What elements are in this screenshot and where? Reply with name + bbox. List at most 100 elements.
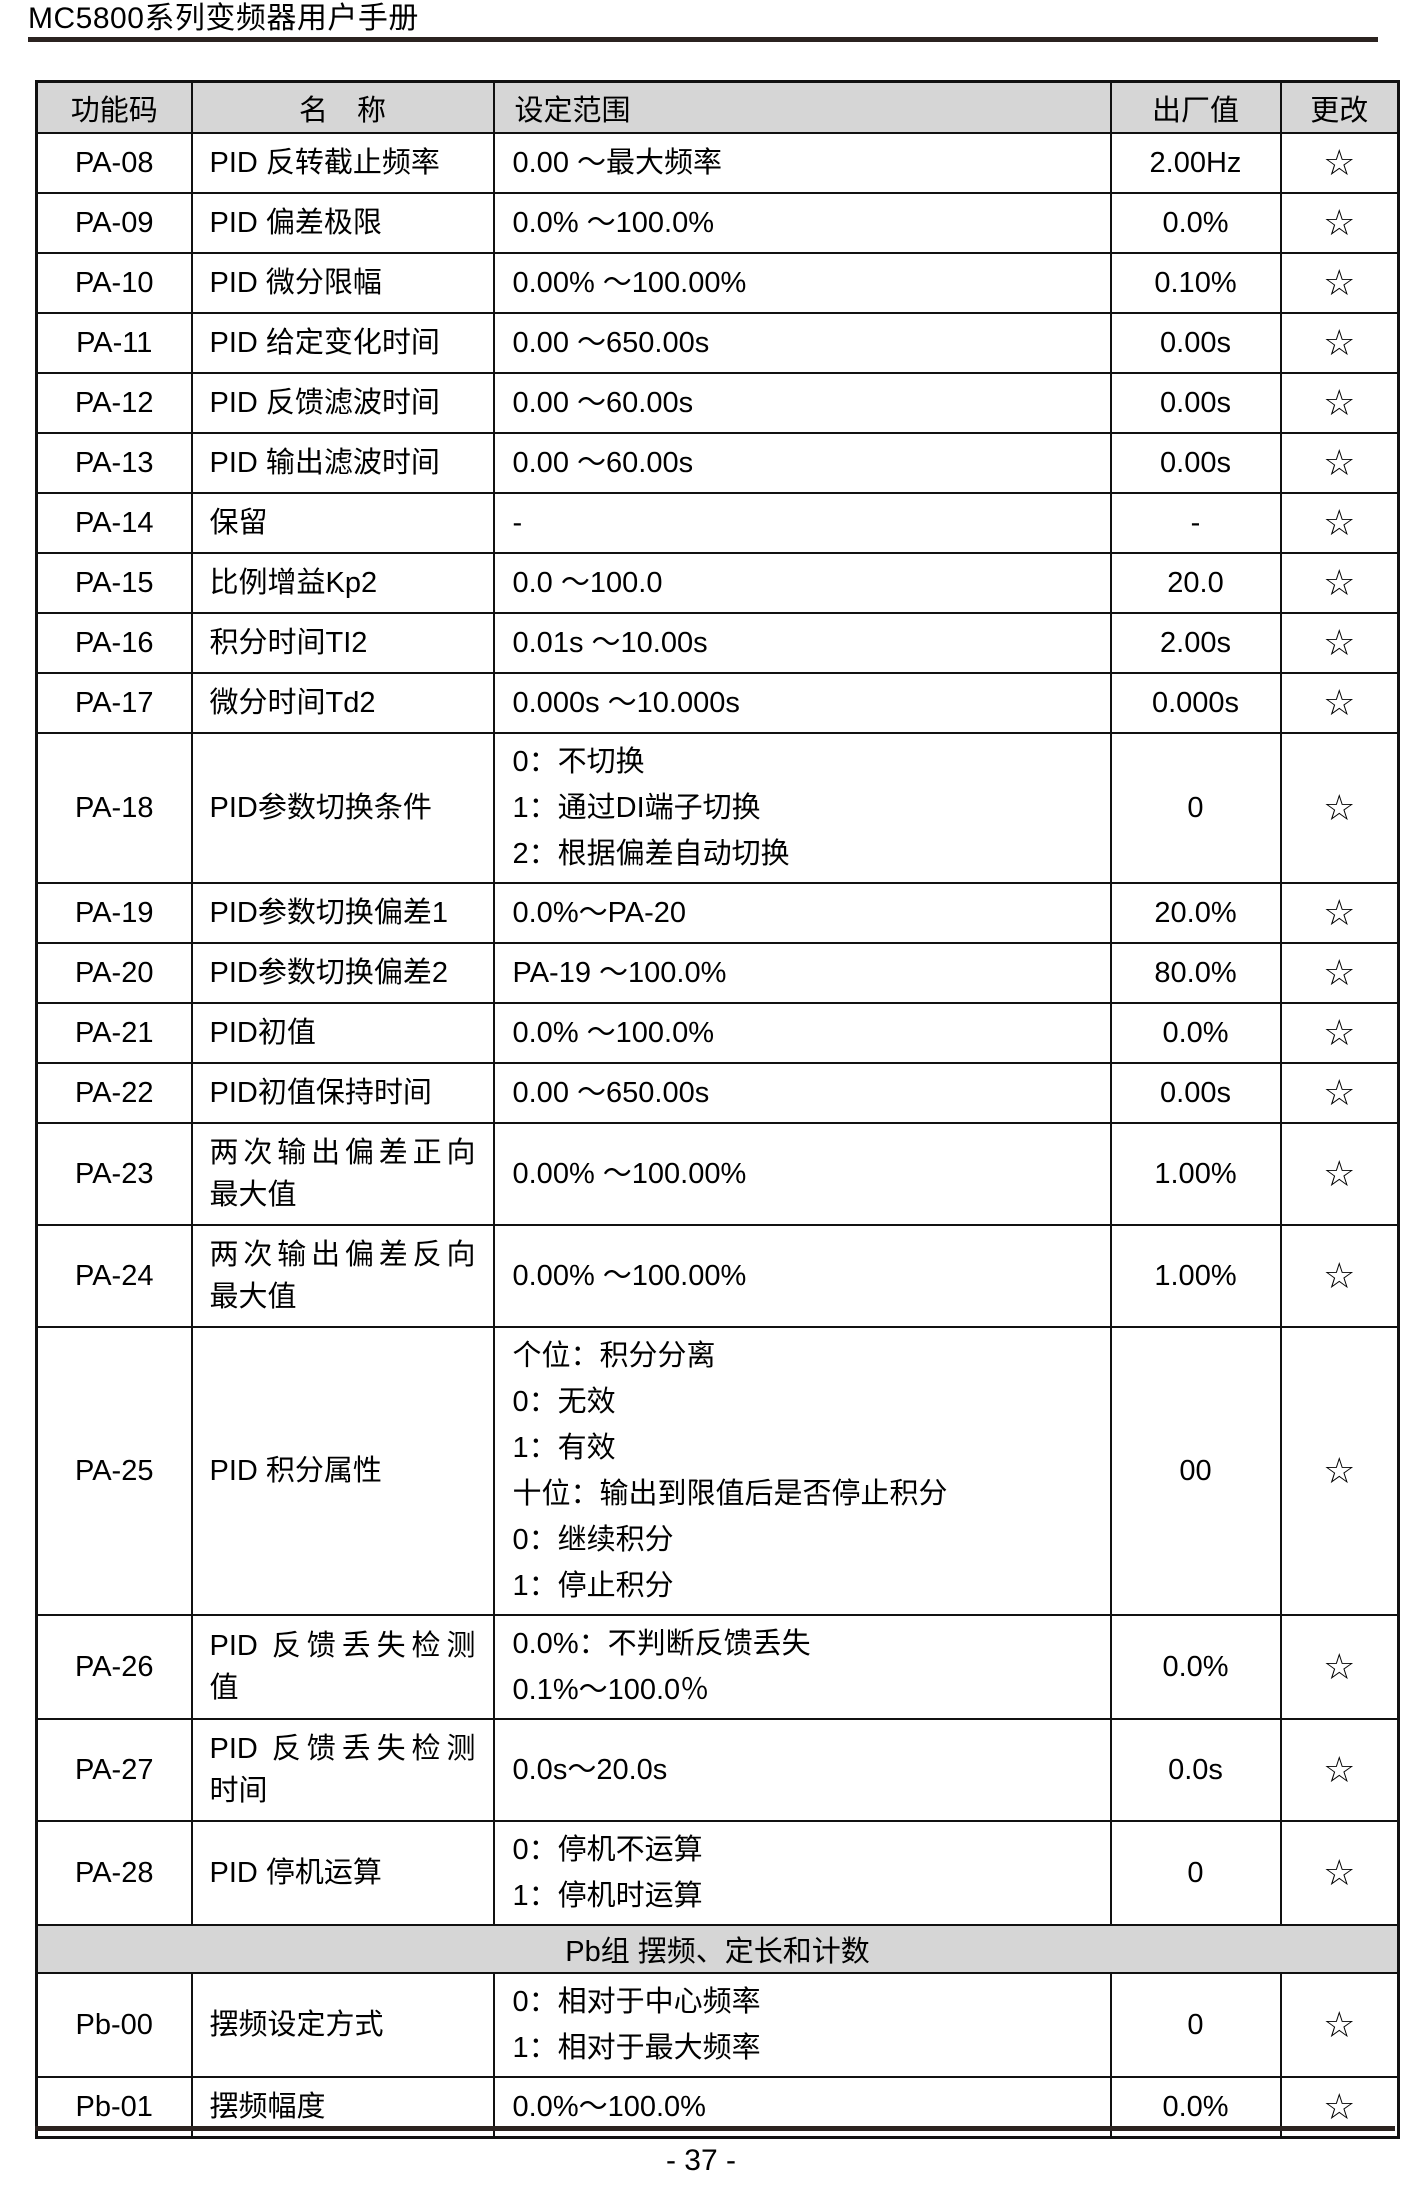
- range-cell: PA-19 ～100.0%: [492, 942, 1112, 1004]
- range-cell: 0.00 ～650.00s: [492, 312, 1112, 374]
- range-cell: -: [492, 492, 1112, 554]
- table-row: PA-11 PID 给定变化时间 0.00 ～650.00s 0.00s ☆: [35, 312, 1400, 374]
- name-cell: 比例增益Kp2: [190, 552, 495, 614]
- name-cell: 两次输出偏差正向 最大值: [190, 1122, 495, 1226]
- name-cell: PID 输出滤波时间: [190, 432, 495, 494]
- change-star-icon: ☆: [1323, 502, 1356, 543]
- value-cell: 0: [1109, 1820, 1282, 1926]
- code-cell: PA-23: [35, 1122, 193, 1226]
- value-cell: 0.0%: [1109, 1614, 1282, 1720]
- range-line: 0.0 ～100.0: [512, 567, 663, 599]
- table-row: PA-25 PID 积分属性 个位：积分分离 0：无效 1：有效 十位：输出到限值后是否停…: [35, 1326, 1400, 1616]
- change-cell: ☆: [1279, 1614, 1400, 1720]
- change-star-icon: ☆: [1323, 1646, 1356, 1687]
- range-cell: 0.01s ～10.00s: [492, 612, 1112, 674]
- change-cell: ☆: [1279, 1062, 1400, 1124]
- name-line: PID初值保持时间: [209, 1077, 432, 1109]
- range-line: 0.00 ～最大频率: [512, 147, 723, 179]
- range-cell: 0.00 ～650.00s: [492, 1062, 1112, 1124]
- value-cell: 0.0%: [1109, 1002, 1282, 1064]
- name-cell: PID 偏差极限: [190, 192, 495, 254]
- name-cell: PID参数切换偏差2: [190, 942, 495, 1004]
- range-line: 0.00 ～650.00s: [512, 1077, 710, 1109]
- name-line: 值: [209, 1672, 239, 1704]
- range-line: 0：继续积分: [512, 1524, 674, 1556]
- change-star-icon: ☆: [1323, 322, 1356, 363]
- value-cell: 2.00s: [1109, 612, 1282, 674]
- range-cell: 0.0%～PA-20: [492, 882, 1112, 944]
- table-row: Pb-00 摆频设定方式 0：相对于中心频率 1：相对于最大频率 0 ☆: [35, 1972, 1400, 2078]
- column-header-change: 更改: [1279, 80, 1400, 134]
- parameter-table: 功能码 名 称 设定范围 出厂值 更改 PA-08 PID 反转截止频率 0.00 …: [35, 80, 1400, 2139]
- table-row: PA-08 PID 反转截止频率 0.00 ～最大频率 2.00Hz ☆: [35, 132, 1400, 194]
- code-cell: PA-27: [35, 1718, 193, 1822]
- code-cell: Pb-00: [35, 1972, 193, 2078]
- range-cell: 0：停机不运算 1：停机时运算: [492, 1820, 1112, 1926]
- change-star-icon: ☆: [1323, 1072, 1356, 1113]
- code-cell: PA-17: [35, 672, 193, 734]
- table-row: PA-14 保留 - - ☆: [35, 492, 1400, 554]
- name-cell: PID 停机运算: [190, 1820, 495, 1926]
- code-cell: PA-12: [35, 372, 193, 434]
- name-line: PID 反转截止频率: [209, 147, 440, 179]
- change-cell: ☆: [1279, 612, 1400, 674]
- table-row: PA-21 PID初值 0.0% ～100.0% 0.0% ☆: [35, 1002, 1400, 1064]
- range-cell: 0：相对于中心频率 1：相对于最大频率: [492, 1972, 1112, 2078]
- change-cell: ☆: [1279, 1972, 1400, 2078]
- name-line: PID 微分限幅: [209, 267, 382, 299]
- code-cell: PA-13: [35, 432, 193, 494]
- range-line: 0.00 ～60.00s: [512, 387, 694, 419]
- value-cell: 0.00s: [1109, 312, 1282, 374]
- name-cell: PID 反馈丢失检测 时间: [190, 1718, 495, 1822]
- change-cell: ☆: [1279, 942, 1400, 1004]
- name-line: PID 积分属性: [209, 1455, 382, 1487]
- range-cell: 0.00% ～100.00%: [492, 1224, 1112, 1328]
- change-cell: ☆: [1279, 252, 1400, 314]
- change-star-icon: ☆: [1323, 1255, 1356, 1296]
- change-cell: ☆: [1279, 432, 1400, 494]
- name-line: PID 停机运算: [209, 1857, 382, 1889]
- range-cell: 0.0% ～100.0%: [492, 192, 1112, 254]
- name-cell: PID 反馈丢失检测值: [190, 1614, 495, 1720]
- name-line: PID 偏差极限: [209, 207, 382, 239]
- value-cell: 1.00%: [1109, 1224, 1282, 1328]
- name-line: PID 给定变化时间: [209, 327, 440, 359]
- name-cell: PID 给定变化时间: [190, 312, 495, 374]
- code-cell: PA-28: [35, 1820, 193, 1926]
- value-cell: 20.0%: [1109, 882, 1282, 944]
- range-line: 0.00% ～100.00%: [512, 267, 747, 299]
- name-cell: PID 微分限幅: [190, 252, 495, 314]
- section-row: Pb组 摆频、定长和计数: [35, 1924, 1400, 1974]
- header-rule: [28, 37, 1378, 42]
- value-cell: 0: [1109, 1972, 1282, 2078]
- change-cell: ☆: [1279, 1326, 1400, 1616]
- name-line: PID参数切换偏差2: [209, 957, 448, 989]
- table-row: PA-24 两次输出偏差反向 最大值 0.00% ～100.00% 1.00% ☆: [35, 1224, 1400, 1328]
- name-cell: 保留: [190, 492, 495, 554]
- table-row: PA-12 PID 反馈滤波时间 0.00 ～60.00s 0.00s ☆: [35, 372, 1400, 434]
- change-cell: ☆: [1279, 1224, 1400, 1328]
- code-cell: PA-16: [35, 612, 193, 674]
- value-cell: 20.0: [1109, 552, 1282, 614]
- range-line: 0.0%：不判断反馈丢失: [512, 1628, 811, 1660]
- name-cell: PID参数切换条件: [190, 732, 495, 884]
- change-cell: ☆: [1279, 372, 1400, 434]
- change-star-icon: ☆: [1323, 442, 1356, 483]
- change-cell: ☆: [1279, 492, 1400, 554]
- range-cell: 0.0 ～100.0: [492, 552, 1112, 614]
- range-cell: 0.0% ～100.0%: [492, 1002, 1112, 1064]
- name-line: 摆频幅度: [209, 2091, 326, 2123]
- code-cell: PA-20: [35, 942, 193, 1004]
- table-row: PA-26 PID 反馈丢失检测值 0.0%：不判断反馈丢失 0.1%～100.0％ 0…: [35, 1614, 1400, 1720]
- table-row: PA-15 比例增益Kp2 0.0 ～100.0 20.0 ☆: [35, 552, 1400, 614]
- range-line: 0.000s ～10.000s: [512, 687, 740, 719]
- name-line: 微分时间Td2: [209, 687, 376, 719]
- code-cell: PA-10: [35, 252, 193, 314]
- code-cell: PA-26: [35, 1614, 193, 1720]
- change-star-icon: ☆: [1323, 382, 1356, 423]
- table-row: PA-10 PID 微分限幅 0.00% ～100.00% 0.10% ☆: [35, 252, 1400, 314]
- name-line: 最大值: [209, 1281, 297, 1313]
- value-cell: -: [1109, 492, 1282, 554]
- range-line: 0.00 ～650.00s: [512, 327, 710, 359]
- range-cell: 0.00% ～100.00%: [492, 1122, 1112, 1226]
